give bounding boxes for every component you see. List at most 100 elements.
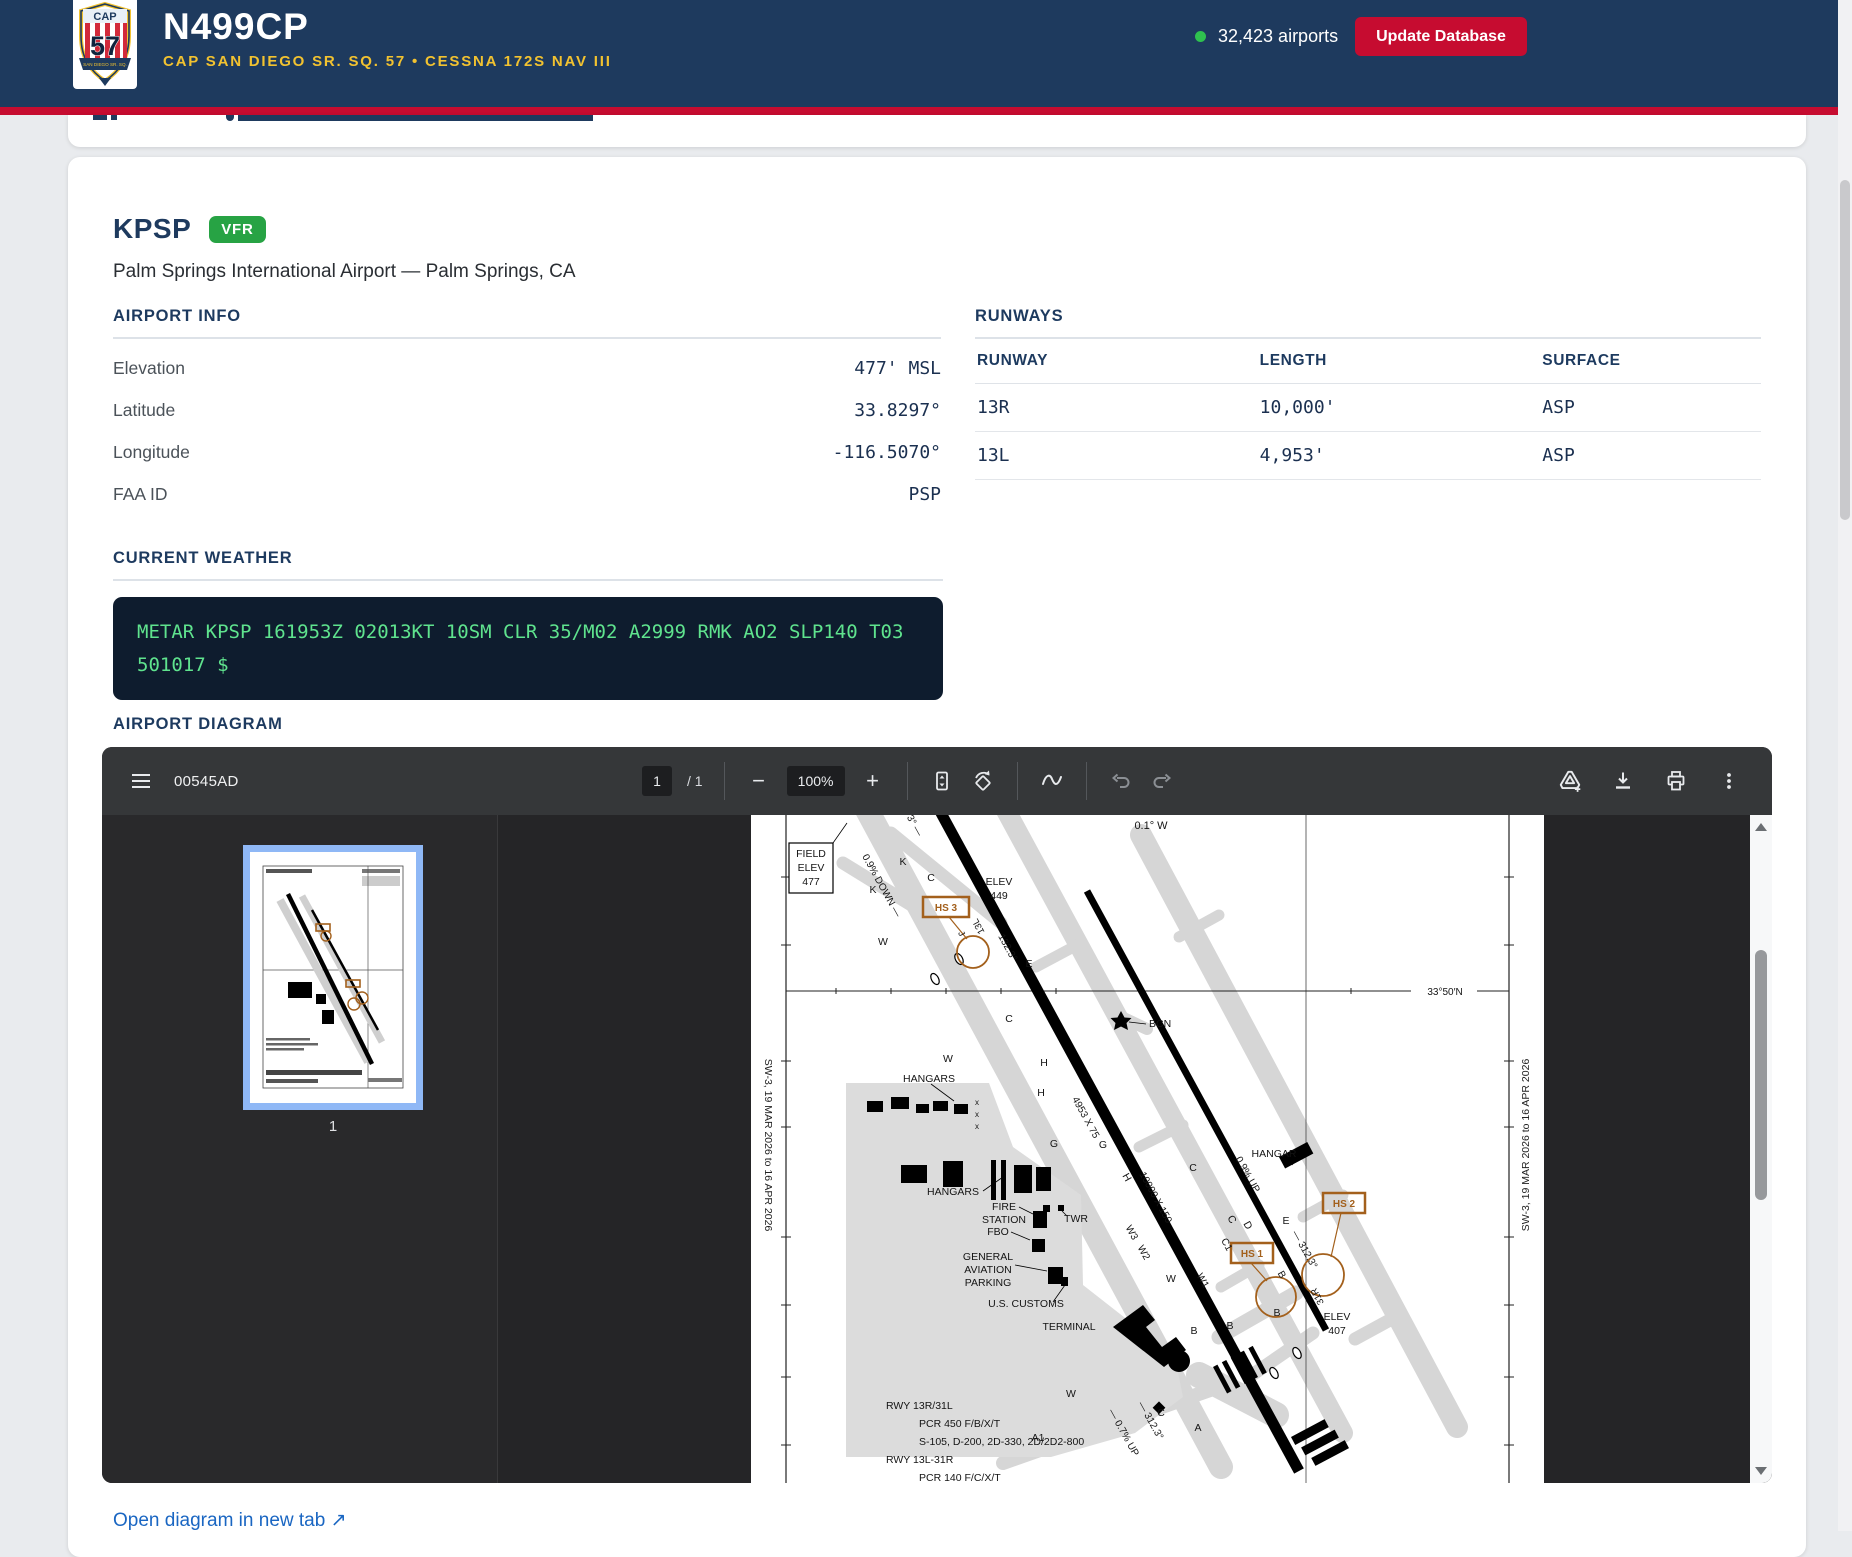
logo-top-text: CAP — [93, 11, 116, 23]
info-value: PSP — [908, 483, 941, 505]
info-label: FAA ID — [113, 483, 168, 504]
airport-info-heading: AIRPORT INFO — [113, 307, 941, 339]
airports-status: 32,423 airports — [1195, 26, 1338, 47]
pdf-scrollbar[interactable] — [1750, 815, 1772, 1483]
diagram-label: HANGAR — [1252, 1148, 1297, 1160]
info-row: Latitude 33.8297° — [113, 389, 941, 431]
diagram-label: G — [1050, 1138, 1058, 1150]
info-row: Longitude -116.5070° — [113, 431, 941, 473]
scroll-up-icon[interactable] — [1755, 823, 1767, 831]
diagram-label: FBO — [987, 1226, 1009, 1238]
diagram-label: B — [1273, 1307, 1280, 1319]
diagram-label: SW-3, 19 MAR 2026 to 16 APR 2026 — [762, 1059, 774, 1232]
metar-text: METAR KPSP 161953Z 02013KT 10SM CLR 35/M… — [137, 621, 904, 676]
airport-diagram-page: 0.1° W FIELD ELEV 477 0.9% DOWN —3° — K K C W J HS… — [751, 815, 1544, 1483]
browser-scrollbar-thumb[interactable] — [1840, 180, 1850, 520]
clipped-fragment — [238, 115, 593, 121]
diagram-label: C — [1189, 1162, 1197, 1174]
current-weather-heading: CURRENT WEATHER — [113, 549, 943, 581]
undo-icon[interactable] — [1108, 768, 1134, 794]
flight-rules-badge: VFR — [209, 215, 266, 243]
pdf-viewer: 00545AD 1 / 1 − 100% + — [102, 747, 1772, 1483]
diagram-label: 407 — [1328, 1325, 1346, 1337]
diagram-label: HANGARS — [927, 1186, 979, 1198]
page-thumbnail[interactable] — [243, 845, 423, 1110]
open-diagram-link-text: Open diagram in new tab — [113, 1510, 326, 1531]
thumbnail-page-number: 1 — [328, 1118, 338, 1135]
diagram-label: AVIATION — [964, 1264, 1011, 1276]
diagram-label: ELEV — [986, 876, 1013, 888]
diagram-label: B — [1226, 1320, 1233, 1332]
pdf-toolbar: 00545AD 1 / 1 − 100% + — [102, 747, 1772, 815]
info-label: Elevation — [113, 357, 185, 378]
runway-row: 13R 10,000' ASP — [975, 384, 1761, 432]
runway-row: 13L 4,953' ASP — [975, 432, 1761, 480]
save-to-drive-icon[interactable] — [1557, 768, 1583, 794]
runways-heading: RUNWAYS — [975, 307, 1761, 339]
zoom-level-input[interactable]: 100% — [786, 766, 845, 796]
thumbnail-preview-icon — [250, 852, 416, 1103]
pdf-main-pane: 0.1° W FIELD ELEV 477 0.9% DOWN —3° — K K C W J HS… — [498, 815, 1772, 1483]
apron-area — [846, 1083, 1183, 1457]
diagram-label: HANGARS — [903, 1073, 955, 1085]
diagram-label: K — [899, 856, 906, 868]
runway-13l-31r — [1083, 889, 1330, 1332]
fit-page-button[interactable] — [929, 768, 955, 794]
diagram-label: FIRE — [992, 1201, 1016, 1213]
runways-table: RUNWAY LENGTH SURFACE 13R 10,000' ASP 13L 4,… — [975, 339, 1761, 480]
runway-cell: 10,000' — [1259, 397, 1336, 418]
runway-cell: ASP — [1542, 397, 1575, 418]
toolbar-divider — [906, 762, 908, 800]
runway-cell: ASP — [1542, 445, 1575, 466]
diagram-label: RWY 13R/31L — [886, 1400, 953, 1412]
update-database-button[interactable]: Update Database — [1355, 17, 1527, 56]
download-icon[interactable] — [1610, 768, 1636, 794]
pdf-thumbnail-panel: 1 — [102, 815, 498, 1483]
runway-cell: 13R — [977, 397, 1010, 418]
zoom-out-button[interactable]: − — [752, 768, 765, 793]
squadron-subtitle: CAP SAN DIEGO SR. SQ. 57 • CESSNA 172S N… — [163, 53, 612, 70]
diagram-label: G — [1099, 1139, 1107, 1151]
diagram-label: A1 — [1032, 1432, 1045, 1444]
annotate-icon[interactable] — [1039, 768, 1065, 794]
pdf-scrollbar-thumb[interactable] — [1755, 950, 1767, 1200]
browser-scrollbar[interactable] — [1838, 0, 1852, 1531]
runway-13r-31l — [935, 815, 1304, 1474]
diagram-label: HS 2 — [1333, 1199, 1356, 1210]
info-value: 477' MSL — [854, 357, 941, 379]
page-number-input[interactable]: 1 — [642, 766, 672, 796]
external-link-icon: ↗ — [330, 1510, 347, 1531]
open-diagram-link[interactable]: Open diagram in new tab ↗ — [113, 1509, 347, 1532]
diagram-label: STATION — [982, 1214, 1026, 1226]
diagram-label: W2 — [1135, 1244, 1152, 1263]
diagram-label: H — [1037, 1087, 1045, 1099]
diagram-label: TWR — [1064, 1213, 1088, 1225]
toolbar-divider — [723, 762, 725, 800]
more-options-icon[interactable] — [1716, 768, 1742, 794]
rotate-button[interactable] — [970, 768, 996, 794]
redo-icon[interactable] — [1149, 768, 1175, 794]
print-icon[interactable] — [1663, 768, 1689, 794]
header-accent-stripe — [0, 107, 1852, 115]
diagram-label: SW-3, 19 MAR 2026 to 16 APR 2026 — [1520, 1059, 1532, 1232]
airport-diagram-heading: AIRPORT DIAGRAM — [113, 715, 283, 733]
page-count-label: / 1 — [687, 773, 703, 789]
diagram-label: RWY 13L-31R — [886, 1454, 954, 1466]
scroll-down-icon[interactable] — [1755, 1467, 1767, 1475]
field-elev-box — [788, 842, 834, 894]
zoom-in-button[interactable]: + — [866, 768, 879, 793]
diagram-label: W — [1166, 1273, 1176, 1285]
diagram-label: H — [1120, 1171, 1134, 1183]
leader-lines — [930, 1021, 1301, 1303]
diagram-label: ELEV — [798, 862, 825, 874]
menu-icon[interactable] — [128, 770, 154, 792]
status-dot-icon — [1195, 31, 1206, 42]
clipped-fragment — [111, 115, 117, 120]
diagram-label: W — [943, 1053, 953, 1065]
diagram-label: W3 — [1123, 1224, 1140, 1243]
diagram-label: BCN — [1149, 1018, 1171, 1030]
runway-cell: 13L — [977, 445, 1010, 466]
diagram-label: H — [1040, 1057, 1048, 1069]
airport-code: KPSP — [113, 213, 192, 244]
runway-cell: 4,953' — [1259, 445, 1325, 466]
